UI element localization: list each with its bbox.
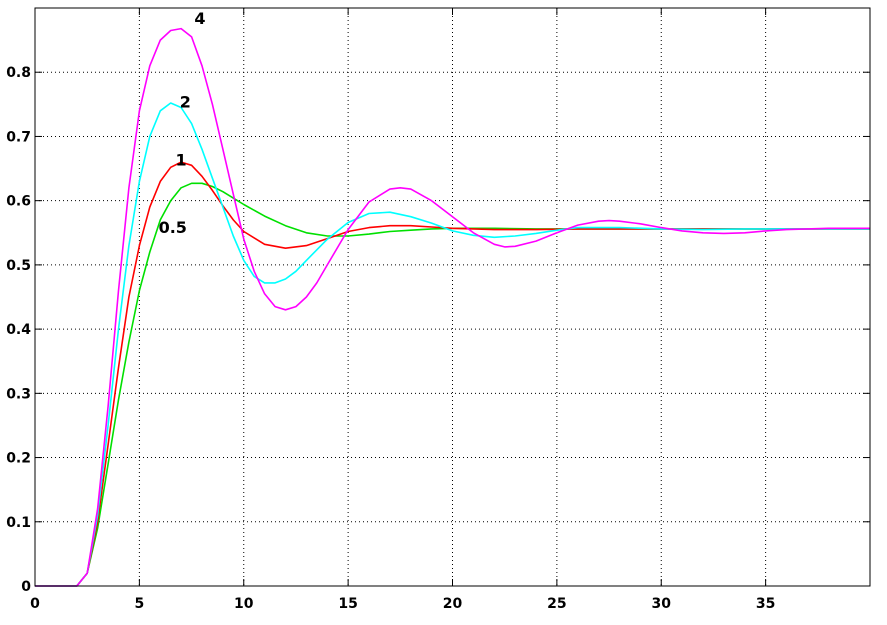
x-tick-label: 20 (443, 596, 463, 612)
y-tick-label: 0.3 (6, 386, 31, 402)
curve-label: 0.5 (159, 218, 187, 237)
y-tick-label: 0.8 (6, 65, 31, 81)
curve-label: 1 (176, 150, 187, 169)
x-tick-label: 30 (652, 596, 672, 612)
y-tick-label: 0.1 (6, 515, 31, 531)
x-tick-label: 10 (234, 596, 254, 612)
x-tick-label: 5 (135, 596, 145, 612)
x-tick-labels: 0 5 10 15 20 25 30 35 (30, 596, 775, 612)
y-tick-label: 0.6 (6, 194, 31, 210)
curve-label: 2 (180, 93, 191, 112)
y-tick-label: 0.4 (6, 322, 31, 338)
y-tick-labels: 0 0.1 0.2 0.3 0.4 0.5 0.6 0.7 0.8 (6, 65, 31, 595)
y-tick-label: 0.7 (6, 129, 31, 145)
x-tick-label: 0 (30, 596, 40, 612)
axis-ticks (34, 8, 870, 587)
series-group (35, 27, 870, 587)
curve-annotations: 4 2 1 0.5 (159, 9, 206, 237)
curve-label: 4 (194, 9, 205, 28)
x-tick-label: 25 (547, 596, 566, 612)
series-line-2 (35, 102, 870, 587)
y-tick-label: 0 (21, 579, 31, 595)
y-tick-label: 0.2 (6, 451, 31, 467)
y-tick-label: 0.5 (6, 258, 31, 274)
grid-lines (35, 8, 870, 586)
series-line-1 (35, 161, 870, 587)
series-line-4 (35, 27, 870, 587)
x-tick-label: 15 (338, 596, 357, 612)
x-tick-label: 35 (756, 596, 775, 612)
